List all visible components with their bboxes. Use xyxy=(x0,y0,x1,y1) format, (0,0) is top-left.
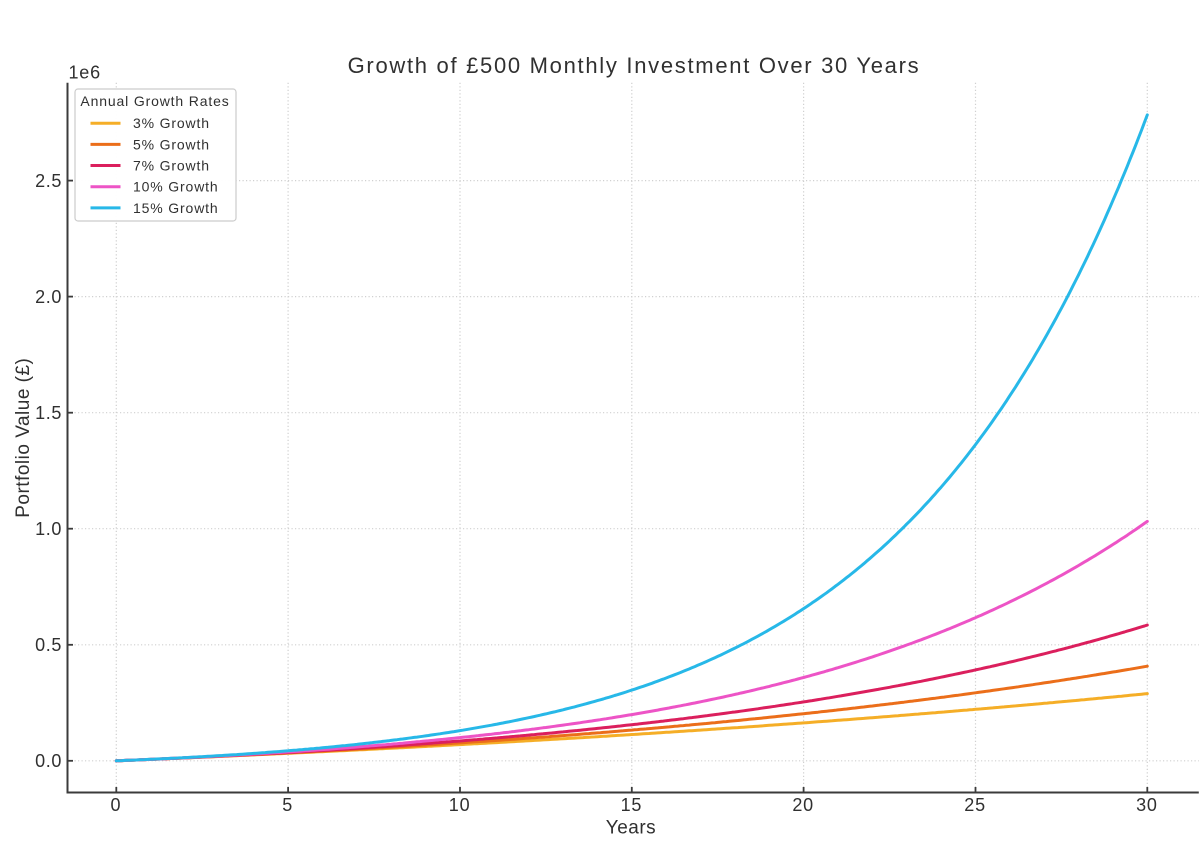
svg-text:2.5: 2.5 xyxy=(35,171,62,191)
svg-text:1.0: 1.0 xyxy=(35,519,62,539)
svg-text:2.0: 2.0 xyxy=(35,287,62,307)
svg-text:0.5: 0.5 xyxy=(35,635,62,655)
svg-text:0: 0 xyxy=(110,795,121,815)
svg-text:5% Growth: 5% Growth xyxy=(133,136,210,152)
svg-text:0.0: 0.0 xyxy=(35,751,62,771)
svg-text:3% Growth: 3% Growth xyxy=(133,115,210,131)
svg-text:20: 20 xyxy=(792,795,814,815)
svg-text:7% Growth: 7% Growth xyxy=(133,157,210,173)
svg-text:Growth of £500 Monthly Investm: Growth of £500 Monthly Investment Over 3… xyxy=(348,53,921,78)
svg-text:1e6: 1e6 xyxy=(69,62,101,82)
svg-text:25: 25 xyxy=(964,795,986,815)
svg-text:5: 5 xyxy=(282,795,293,815)
svg-text:1.5: 1.5 xyxy=(35,403,62,423)
svg-text:Portfolio Value (£): Portfolio Value (£) xyxy=(13,358,34,518)
svg-text:Years: Years xyxy=(606,818,656,839)
svg-text:10: 10 xyxy=(449,795,471,815)
svg-text:Annual Growth Rates: Annual Growth Rates xyxy=(80,93,229,109)
svg-text:10% Growth: 10% Growth xyxy=(133,179,219,195)
svg-text:15: 15 xyxy=(621,795,643,815)
svg-text:15% Growth: 15% Growth xyxy=(133,200,219,216)
svg-text:30: 30 xyxy=(1136,795,1158,815)
